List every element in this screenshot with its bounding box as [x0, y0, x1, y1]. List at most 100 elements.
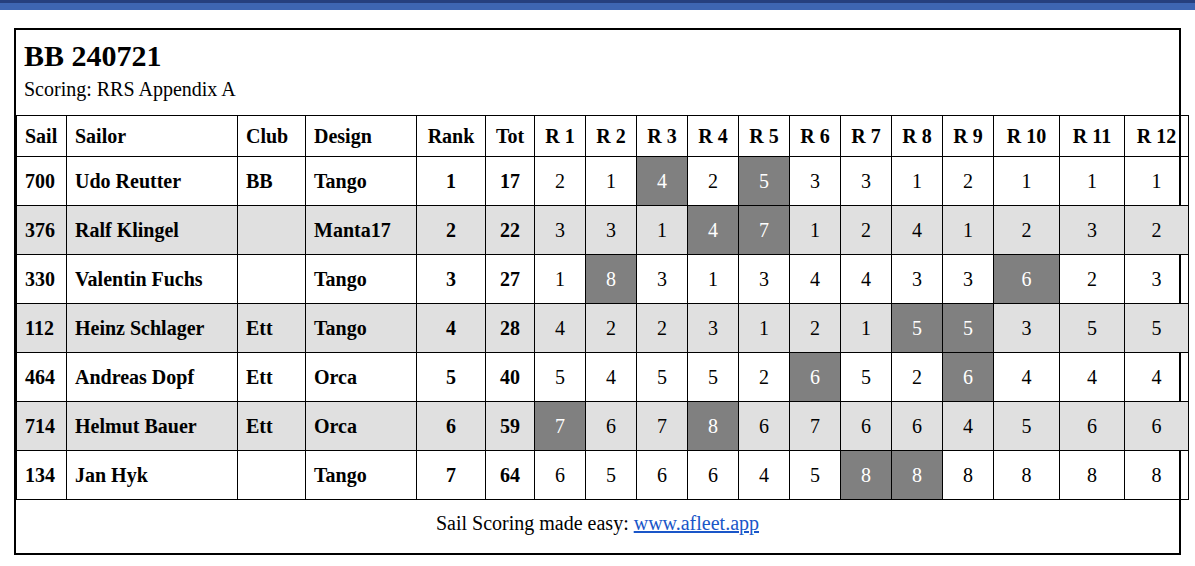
race-cell: 6 [637, 451, 688, 500]
column-header-r-9: R 9 [943, 116, 994, 157]
results-page-frame: BB 240721 Scoring: RRS Appendix A SailSa… [14, 28, 1181, 555]
race-cell: 2 [739, 353, 790, 402]
race-cell: 2 [841, 206, 892, 255]
column-header-r-10: R 10 [994, 116, 1060, 157]
race-cell: 1 [1060, 157, 1125, 206]
total-points-cell: 40 [486, 353, 535, 402]
race-cell: 8 [1125, 451, 1189, 500]
race-cell: 3 [892, 255, 943, 304]
page-title: BB 240721 [24, 38, 1179, 74]
sailor-cell: Valentin Fuchs [67, 255, 238, 304]
sail-cell: 112 [17, 304, 67, 353]
sailor-cell: Andreas Dopf [67, 353, 238, 402]
sail-cell: 714 [17, 402, 67, 451]
race-cell: 4 [1125, 353, 1189, 402]
design-cell: Orca [306, 402, 417, 451]
sail-cell: 700 [17, 157, 67, 206]
race-cell: 6 [1125, 402, 1189, 451]
sail-cell: 134 [17, 451, 67, 500]
race-cell: 8 [943, 451, 994, 500]
race-cell: 3 [790, 157, 841, 206]
total-points-cell: 28 [486, 304, 535, 353]
table-row: 112Heinz SchlagerEttTango428422312155355 [17, 304, 1189, 353]
top-accent-bar [0, 0, 1195, 10]
rank-cell: 2 [417, 206, 486, 255]
race-cell: 7 [790, 402, 841, 451]
race-cell: 2 [892, 353, 943, 402]
column-header-sailor: Sailor [67, 116, 238, 157]
sailor-cell: Heinz Schlager [67, 304, 238, 353]
table-row: 714Helmut BauerEttOrca659767867664566 [17, 402, 1189, 451]
footer: Sail Scoring made easy: www.afleet.app [16, 500, 1179, 546]
column-header-design: Design [306, 116, 417, 157]
design-cell: Orca [306, 353, 417, 402]
race-cell: 3 [688, 304, 739, 353]
race-cell: 7 [637, 402, 688, 451]
table-row: 464Andreas DopfEttOrca540545526526444 [17, 353, 1189, 402]
discarded-race-cell: 7 [535, 402, 586, 451]
discarded-race-cell: 8 [892, 451, 943, 500]
total-points-cell: 64 [486, 451, 535, 500]
race-cell: 2 [535, 157, 586, 206]
results-table-body: 700Udo ReutterBBTango117214253312111376R… [17, 157, 1189, 500]
race-cell: 5 [994, 402, 1060, 451]
design-cell: Tango [306, 255, 417, 304]
race-cell: 1 [943, 206, 994, 255]
sailor-cell: Ralf Klingel [67, 206, 238, 255]
race-cell: 6 [586, 402, 637, 451]
race-cell: 5 [841, 353, 892, 402]
race-cell: 4 [586, 353, 637, 402]
column-header-r-3: R 3 [637, 116, 688, 157]
sailor-cell: Udo Reutter [67, 157, 238, 206]
rank-cell: 3 [417, 255, 486, 304]
race-cell: 4 [943, 402, 994, 451]
sail-cell: 464 [17, 353, 67, 402]
club-cell: BB [238, 157, 306, 206]
header-row: SailSailorClubDesignRankTotR 1R 2R 3R 4R… [17, 116, 1189, 157]
discarded-race-cell: 8 [586, 255, 637, 304]
race-cell: 5 [1060, 304, 1125, 353]
discarded-race-cell: 6 [790, 353, 841, 402]
race-cell: 5 [535, 353, 586, 402]
race-cell: 8 [994, 451, 1060, 500]
race-cell: 2 [943, 157, 994, 206]
race-cell: 3 [841, 157, 892, 206]
club-cell: Ett [238, 304, 306, 353]
footer-text: Sail Scoring made easy: [436, 512, 629, 535]
race-cell: 1 [994, 157, 1060, 206]
race-cell: 4 [535, 304, 586, 353]
discarded-race-cell: 6 [943, 353, 994, 402]
discarded-race-cell: 5 [892, 304, 943, 353]
race-cell: 4 [841, 255, 892, 304]
race-cell: 3 [637, 255, 688, 304]
afleet-link[interactable]: www.afleet.app [634, 512, 759, 535]
race-cell: 2 [790, 304, 841, 353]
table-row: 700Udo ReutterBBTango117214253312111 [17, 157, 1189, 206]
column-header-r-5: R 5 [739, 116, 790, 157]
race-cell: 2 [688, 157, 739, 206]
total-points-cell: 27 [486, 255, 535, 304]
race-cell: 3 [994, 304, 1060, 353]
race-cell: 1 [841, 304, 892, 353]
race-cell: 3 [739, 255, 790, 304]
table-row: 330Valentin FuchsTango327183134433623 [17, 255, 1189, 304]
design-cell: Tango [306, 304, 417, 353]
scoring-subtitle: Scoring: RRS Appendix A [24, 76, 1179, 102]
total-points-cell: 59 [486, 402, 535, 451]
design-cell: Tango [306, 451, 417, 500]
race-cell: 6 [739, 402, 790, 451]
column-header-r-4: R 4 [688, 116, 739, 157]
rank-cell: 1 [417, 157, 486, 206]
race-cell: 6 [841, 402, 892, 451]
sailor-cell: Jan Hyk [67, 451, 238, 500]
column-header-club: Club [238, 116, 306, 157]
sail-cell: 376 [17, 206, 67, 255]
rank-cell: 5 [417, 353, 486, 402]
column-header-r-2: R 2 [586, 116, 637, 157]
column-header-tot: Tot [486, 116, 535, 157]
race-cell: 8 [1060, 451, 1125, 500]
race-cell: 5 [586, 451, 637, 500]
race-cell: 2 [637, 304, 688, 353]
race-cell: 6 [1060, 402, 1125, 451]
sail-cell: 330 [17, 255, 67, 304]
